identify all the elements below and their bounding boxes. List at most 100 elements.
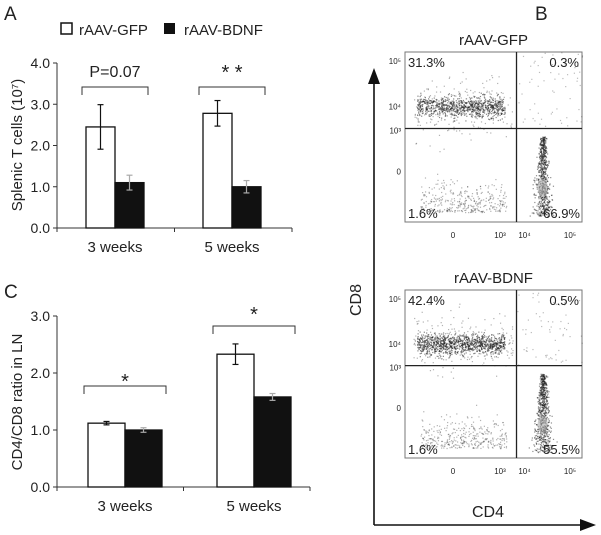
- event-dot: [544, 450, 546, 452]
- event-dot: [499, 106, 501, 108]
- event-dot: [420, 446, 423, 448]
- event-dot: [544, 406, 547, 408]
- event-dot: [448, 129, 450, 131]
- event-dot: [540, 406, 542, 408]
- event-dot: [478, 416, 480, 418]
- event-dot: [444, 340, 446, 342]
- event-dot: [475, 101, 477, 103]
- event-dot: [452, 106, 454, 109]
- event-dot: [502, 197, 504, 199]
- event-dot: [546, 396, 548, 399]
- event-dot: [478, 107, 480, 110]
- event-dot: [467, 196, 469, 198]
- event-dot: [480, 447, 482, 450]
- event-dot: [576, 77, 579, 79]
- event-dot: [432, 194, 434, 196]
- event-dot: [548, 160, 550, 162]
- event-dot: [497, 113, 500, 115]
- event-dot: [465, 336, 467, 338]
- event-dot: [466, 349, 468, 351]
- event-dot: [473, 427, 475, 429]
- quadrant-upper-left: 31.3%: [408, 55, 445, 70]
- event-dot: [548, 196, 550, 198]
- event-dot: [439, 109, 441, 111]
- event-dot: [544, 208, 546, 210]
- event-dot: [538, 403, 541, 405]
- event-dot: [544, 375, 546, 377]
- event-dot: [511, 111, 514, 113]
- x-tick-label: 5 weeks: [204, 239, 259, 256]
- event-dot: [437, 209, 439, 212]
- event-dot: [538, 166, 541, 168]
- event-dot: [454, 120, 456, 122]
- event-dot: [465, 437, 467, 439]
- event-dot: [549, 426, 552, 428]
- event-dot: [474, 435, 476, 437]
- event-dot: [441, 349, 443, 352]
- event-dot: [449, 101, 451, 103]
- event-dot: [432, 345, 434, 347]
- event-dot: [421, 186, 423, 188]
- event-dot: [435, 107, 437, 109]
- event-dot: [505, 432, 507, 434]
- event-dot: [547, 164, 549, 167]
- event-dot: [551, 199, 554, 201]
- event-dot: [431, 442, 433, 444]
- event-dot: [444, 111, 446, 114]
- event-dot: [482, 336, 485, 338]
- event-dot: [427, 442, 429, 444]
- event-dot: [492, 206, 494, 208]
- event-dot: [551, 111, 554, 113]
- event-dot: [470, 357, 472, 359]
- event-dot: [481, 117, 483, 119]
- event-dot: [498, 346, 500, 349]
- event-dot: [458, 108, 460, 110]
- event-dot: [487, 101, 489, 103]
- event-dot: [506, 354, 509, 356]
- event-dot: [538, 196, 540, 198]
- event-dot: [510, 125, 512, 127]
- event-dot: [491, 184, 493, 186]
- event-dot: [436, 349, 439, 351]
- event-dot: [473, 353, 475, 355]
- event-dot: [492, 99, 495, 102]
- event-dot: [473, 427, 475, 429]
- event-dot: [474, 209, 476, 211]
- event-dot: [457, 434, 459, 436]
- event-dot: [548, 430, 550, 432]
- event-dot: [474, 352, 476, 354]
- event-dot: [541, 378, 543, 380]
- event-dot: [540, 398, 543, 400]
- event-dot: [547, 439, 549, 441]
- event-dot: [490, 104, 492, 106]
- event-dot: [504, 106, 506, 108]
- event-dot: [449, 76, 451, 78]
- event-dot: [423, 445, 425, 448]
- event-dot: [495, 346, 498, 348]
- event-dot: [581, 116, 583, 118]
- event-dot: [432, 438, 434, 440]
- event-dot: [439, 151, 441, 153]
- event-dot: [543, 175, 545, 177]
- event-dot: [442, 344, 445, 346]
- event-dot: [474, 342, 476, 345]
- event-dot: [486, 343, 488, 345]
- event-dot: [459, 437, 462, 440]
- event-dot: [453, 113, 456, 115]
- event-dot: [475, 348, 477, 350]
- event-dot: [539, 196, 541, 198]
- event-dot: [525, 333, 527, 335]
- event-dot: [472, 447, 474, 449]
- event-dot: [425, 99, 427, 101]
- event-dot: [439, 431, 441, 433]
- event-dot: [449, 102, 451, 104]
- event-dot: [542, 158, 544, 161]
- event-dot: [549, 329, 551, 331]
- event-dot: [444, 337, 446, 339]
- event-dot: [487, 347, 489, 349]
- event-dot: [485, 341, 487, 343]
- event-dot: [537, 429, 539, 431]
- event-dot: [539, 376, 542, 378]
- event-dot: [418, 112, 420, 114]
- event-dot: [435, 345, 437, 347]
